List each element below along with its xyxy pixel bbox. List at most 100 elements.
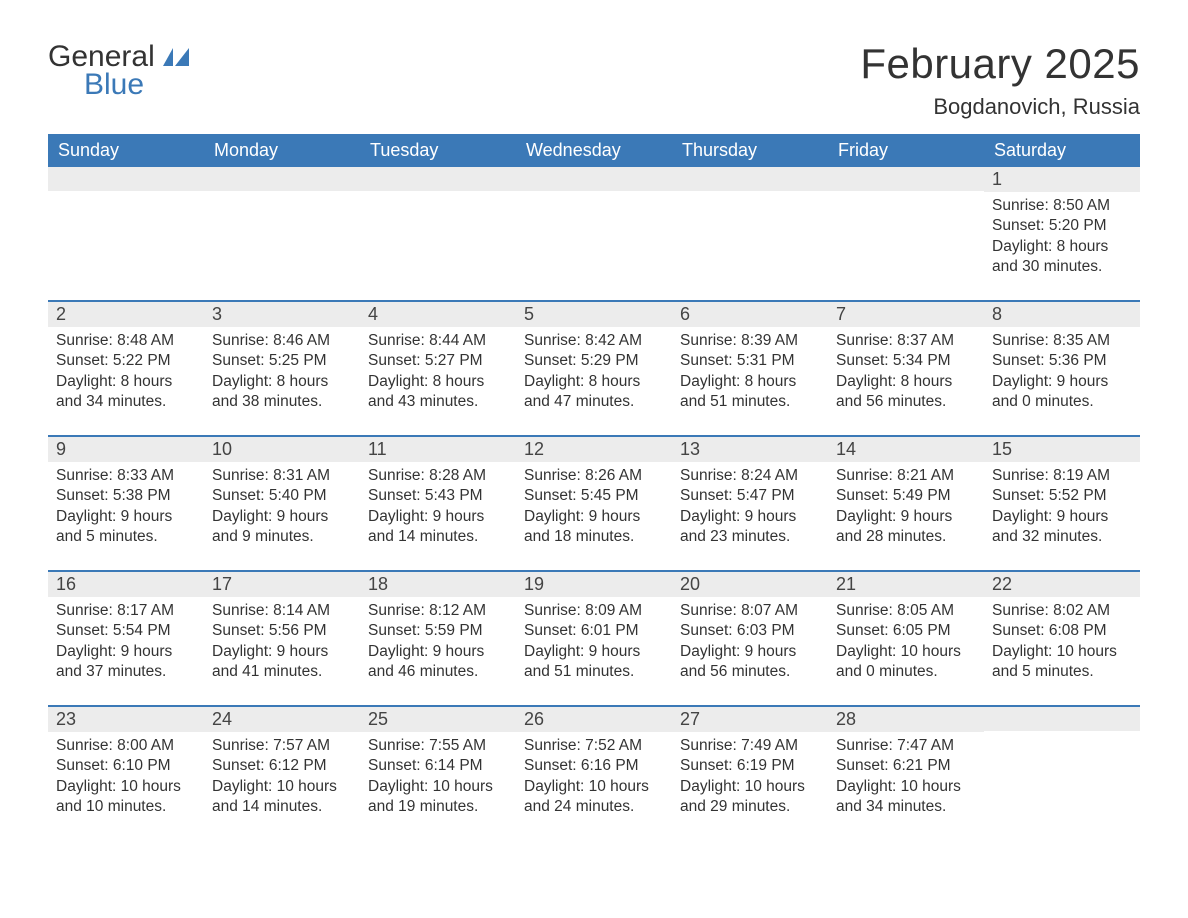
day-number: 28: [828, 707, 984, 732]
calendar-cell: [672, 167, 828, 282]
calendar-cell: 12Sunrise: 8:26 AMSunset: 5:45 PMDayligh…: [516, 437, 672, 552]
cell-body: Sunrise: 8:12 AMSunset: 5:59 PMDaylight:…: [360, 597, 516, 687]
sunrise-text: Sunrise: 8:37 AM: [836, 331, 976, 351]
sunrise-text: Sunrise: 8:48 AM: [56, 331, 196, 351]
daylight2-text: and 41 minutes.: [212, 662, 352, 682]
logo-flag-icon: [163, 40, 189, 58]
calendar-cell: 10Sunrise: 8:31 AMSunset: 5:40 PMDayligh…: [204, 437, 360, 552]
calendar-cell: 2Sunrise: 8:48 AMSunset: 5:22 PMDaylight…: [48, 302, 204, 417]
daylight1-text: Daylight: 8 hours: [368, 372, 508, 392]
day-number: [828, 167, 984, 191]
daylight2-text: and 51 minutes.: [524, 662, 664, 682]
month-title: February 2025: [860, 40, 1140, 88]
calendar-cell: 20Sunrise: 8:07 AMSunset: 6:03 PMDayligh…: [672, 572, 828, 687]
week-row: 23Sunrise: 8:00 AMSunset: 6:10 PMDayligh…: [48, 705, 1140, 822]
calendar-cell: 27Sunrise: 7:49 AMSunset: 6:19 PMDayligh…: [672, 707, 828, 822]
sunset-text: Sunset: 5:34 PM: [836, 351, 976, 371]
cell-body: Sunrise: 8:35 AMSunset: 5:36 PMDaylight:…: [984, 327, 1140, 417]
cell-body: [672, 191, 828, 281]
day-number: 26: [516, 707, 672, 732]
sunset-text: Sunset: 5:43 PM: [368, 486, 508, 506]
day-number: 22: [984, 572, 1140, 597]
calendar-cell: [204, 167, 360, 282]
sunset-text: Sunset: 5:56 PM: [212, 621, 352, 641]
day-number: 10: [204, 437, 360, 462]
cell-body: Sunrise: 8:26 AMSunset: 5:45 PMDaylight:…: [516, 462, 672, 552]
daylight2-text: and 56 minutes.: [836, 392, 976, 412]
day-number: 27: [672, 707, 828, 732]
day-number: 18: [360, 572, 516, 597]
sunrise-text: Sunrise: 8:33 AM: [56, 466, 196, 486]
daylight1-text: Daylight: 9 hours: [212, 642, 352, 662]
calendar-cell: 8Sunrise: 8:35 AMSunset: 5:36 PMDaylight…: [984, 302, 1140, 417]
cell-body: Sunrise: 8:44 AMSunset: 5:27 PMDaylight:…: [360, 327, 516, 417]
sunrise-text: Sunrise: 8:31 AM: [212, 466, 352, 486]
daylight2-text: and 51 minutes.: [680, 392, 820, 412]
daylight1-text: Daylight: 8 hours: [56, 372, 196, 392]
header: General Blue February 2025 Bogdanovich, …: [48, 40, 1140, 120]
calendar-cell: 11Sunrise: 8:28 AMSunset: 5:43 PMDayligh…: [360, 437, 516, 552]
day-number: 15: [984, 437, 1140, 462]
sunset-text: Sunset: 5:27 PM: [368, 351, 508, 371]
sunrise-text: Sunrise: 7:52 AM: [524, 736, 664, 756]
logo: General Blue: [48, 40, 189, 102]
day-number: [984, 707, 1140, 731]
cell-body: Sunrise: 8:31 AMSunset: 5:40 PMDaylight:…: [204, 462, 360, 552]
sunset-text: Sunset: 5:36 PM: [992, 351, 1132, 371]
sunset-text: Sunset: 5:29 PM: [524, 351, 664, 371]
cell-body: [516, 191, 672, 281]
day-header-mon: Monday: [204, 134, 360, 167]
sunset-text: Sunset: 6:08 PM: [992, 621, 1132, 641]
calendar-cell: 25Sunrise: 7:55 AMSunset: 6:14 PMDayligh…: [360, 707, 516, 822]
cell-body: Sunrise: 8:24 AMSunset: 5:47 PMDaylight:…: [672, 462, 828, 552]
sunrise-text: Sunrise: 8:09 AM: [524, 601, 664, 621]
sunset-text: Sunset: 5:45 PM: [524, 486, 664, 506]
calendar-cell: 26Sunrise: 7:52 AMSunset: 6:16 PMDayligh…: [516, 707, 672, 822]
calendar: Sunday Monday Tuesday Wednesday Thursday…: [48, 134, 1140, 822]
daylight2-text: and 0 minutes.: [992, 392, 1132, 412]
sunset-text: Sunset: 6:03 PM: [680, 621, 820, 641]
sunset-text: Sunset: 5:54 PM: [56, 621, 196, 641]
day-number: 23: [48, 707, 204, 732]
daylight2-text: and 0 minutes.: [836, 662, 976, 682]
sunrise-text: Sunrise: 8:21 AM: [836, 466, 976, 486]
day-number: 2: [48, 302, 204, 327]
calendar-cell: 7Sunrise: 8:37 AMSunset: 5:34 PMDaylight…: [828, 302, 984, 417]
day-number: [204, 167, 360, 191]
calendar-cell: 1Sunrise: 8:50 AMSunset: 5:20 PMDaylight…: [984, 167, 1140, 282]
day-number: 12: [516, 437, 672, 462]
sunset-text: Sunset: 5:40 PM: [212, 486, 352, 506]
sunrise-text: Sunrise: 8:00 AM: [56, 736, 196, 756]
daylight1-text: Daylight: 10 hours: [56, 777, 196, 797]
day-header-tue: Tuesday: [360, 134, 516, 167]
day-header-wed: Wednesday: [516, 134, 672, 167]
day-number: 17: [204, 572, 360, 597]
daylight1-text: Daylight: 9 hours: [368, 507, 508, 527]
cell-body: Sunrise: 8:09 AMSunset: 6:01 PMDaylight:…: [516, 597, 672, 687]
sunrise-text: Sunrise: 8:39 AM: [680, 331, 820, 351]
sunset-text: Sunset: 5:59 PM: [368, 621, 508, 641]
daylight2-text: and 56 minutes.: [680, 662, 820, 682]
calendar-cell: 9Sunrise: 8:33 AMSunset: 5:38 PMDaylight…: [48, 437, 204, 552]
sunrise-text: Sunrise: 8:07 AM: [680, 601, 820, 621]
day-number: 16: [48, 572, 204, 597]
daylight2-text: and 34 minutes.: [56, 392, 196, 412]
day-header-row: Sunday Monday Tuesday Wednesday Thursday…: [48, 134, 1140, 167]
calendar-cell: 23 Sunrise: 8:00 AMSunset: 6:10 PMDayligh…: [48, 707, 204, 822]
daylight2-text: and 38 minutes.: [212, 392, 352, 412]
daylight1-text: Daylight: 10 hours: [836, 777, 976, 797]
calendar-cell: 19Sunrise: 8:09 AMSunset: 6:01 PMDayligh…: [516, 572, 672, 687]
calendar-cell: 18Sunrise: 8:12 AMSunset: 5:59 PMDayligh…: [360, 572, 516, 687]
cell-body: Sunrise: 7:49 AMSunset: 6:19 PMDaylight:…: [672, 732, 828, 822]
day-number: 25: [360, 707, 516, 732]
sunset-text: Sunset: 6:10 PM: [56, 756, 196, 776]
daylight2-text: and 24 minutes.: [524, 797, 664, 817]
daylight1-text: Daylight: 9 hours: [56, 507, 196, 527]
cell-body: Sunrise: 8:28 AMSunset: 5:43 PMDaylight:…: [360, 462, 516, 552]
daylight1-text: Daylight: 9 hours: [992, 507, 1132, 527]
daylight2-text: and 29 minutes.: [680, 797, 820, 817]
cell-body: Sunrise: 8:46 AMSunset: 5:25 PMDaylight:…: [204, 327, 360, 417]
logo-text-blue: Blue: [84, 68, 189, 102]
calendar-cell: 13Sunrise: 8:24 AMSunset: 5:47 PMDayligh…: [672, 437, 828, 552]
daylight1-text: Daylight: 9 hours: [212, 507, 352, 527]
